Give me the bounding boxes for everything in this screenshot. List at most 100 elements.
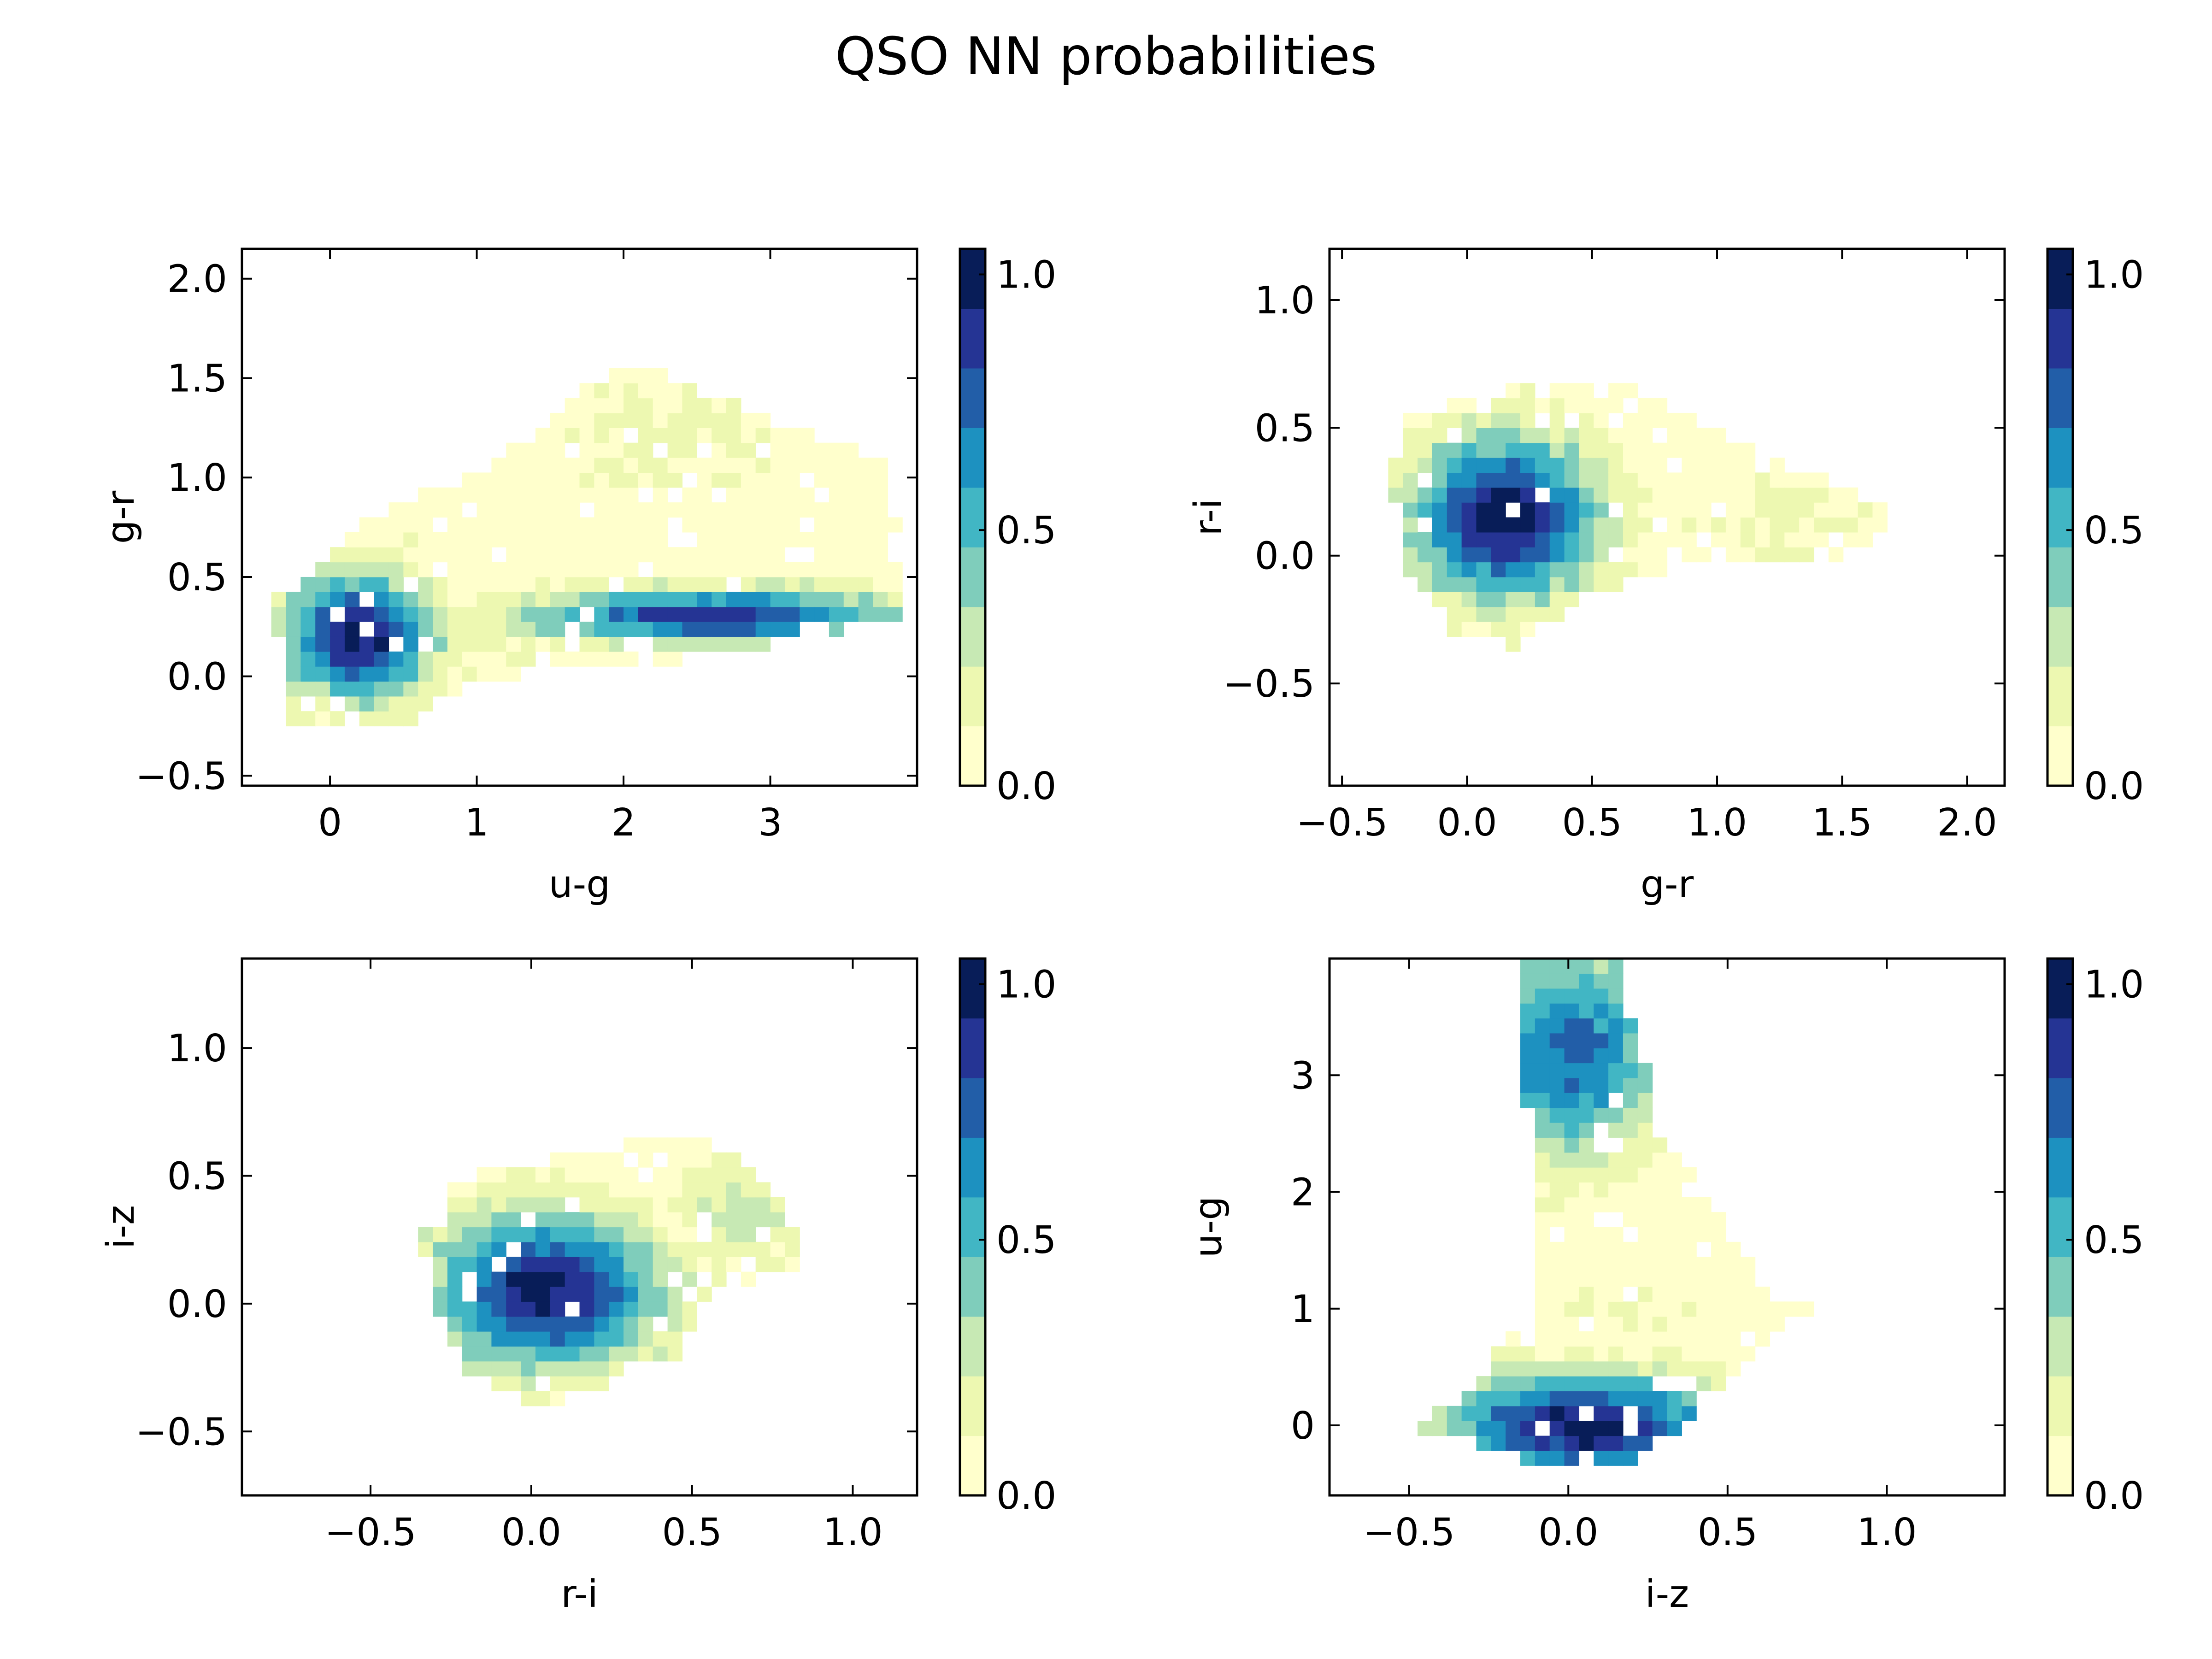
probability-cell (1755, 517, 1771, 533)
probability-cell (1652, 502, 1668, 518)
probability-cell (1579, 1197, 1594, 1212)
probability-cell (1813, 532, 1829, 547)
probability-cell (1564, 592, 1580, 607)
probability-cell (712, 1241, 727, 1257)
probability-cell (374, 622, 389, 637)
probability-cell (770, 577, 785, 592)
probability-cell (755, 517, 771, 533)
probability-cell (653, 562, 668, 577)
probability-cell (1623, 428, 1638, 443)
probability-cell (535, 547, 551, 563)
probability-cell (829, 547, 844, 563)
probability-cell (1594, 398, 1609, 413)
probability-cell (609, 532, 624, 547)
probability-cell (579, 1241, 594, 1257)
probability-cell (330, 592, 345, 607)
probability-cell (594, 562, 609, 577)
probability-cell (594, 592, 609, 607)
probability-cell (418, 681, 433, 697)
probability-cell (697, 1167, 712, 1183)
probability-cell (1594, 1003, 1609, 1019)
y-tick-label: 0.0 (1255, 535, 1315, 578)
probability-cell (609, 606, 624, 622)
probability-cell (1623, 532, 1638, 547)
probability-cell (477, 1361, 492, 1377)
probability-cell (638, 592, 653, 607)
probability-cell (1564, 1107, 1580, 1123)
probability-cell (579, 1286, 594, 1302)
probability-cell (697, 1286, 712, 1302)
probability-cell (1520, 1361, 1535, 1377)
probability-cell (374, 577, 389, 592)
probability-cell (1594, 1331, 1609, 1347)
probability-cell (1535, 1316, 1550, 1332)
probability-cell (638, 1241, 653, 1257)
probability-cell (1549, 1346, 1565, 1362)
probability-cell (843, 577, 859, 592)
probability-cell (1535, 1227, 1550, 1242)
probability-cell (594, 1376, 609, 1392)
probability-cell (594, 1346, 609, 1362)
probability-cell (667, 412, 683, 428)
probability-cell (1476, 606, 1491, 622)
probability-cell (1594, 1271, 1609, 1287)
probability-cell (1594, 1346, 1609, 1362)
probability-cell (1725, 1331, 1741, 1347)
probability-cell (1564, 988, 1580, 1004)
probability-field (1418, 959, 1814, 1466)
probability-cell (1696, 1301, 1712, 1317)
probability-cell (843, 458, 859, 473)
probability-cell (1506, 547, 1521, 563)
probability-cell (829, 577, 844, 592)
probability-cell (697, 577, 712, 592)
probability-cell (579, 622, 594, 637)
probability-cell (1667, 1257, 1682, 1272)
y-tick-label: −0.5 (135, 754, 227, 798)
probability-cell (624, 547, 639, 563)
probability-cell (521, 1197, 536, 1212)
probability-cell (1579, 1018, 1594, 1034)
probability-cell (653, 1137, 668, 1153)
probability-cell (491, 622, 506, 637)
probability-cell (785, 472, 800, 488)
colorbar-tick-label: 0.5 (2084, 509, 2144, 553)
probability-cell (286, 636, 301, 652)
probability-cell (579, 383, 594, 399)
probability-cell (1579, 1257, 1594, 1272)
probability-cell (609, 1227, 624, 1242)
probability-cell (1725, 458, 1741, 473)
colorbar-band (2047, 1435, 2073, 1496)
probability-cell (1711, 1331, 1726, 1347)
probability-cell (785, 606, 800, 622)
probability-cell (521, 472, 536, 488)
probability-cell (1549, 472, 1565, 488)
probability-cell (1637, 562, 1653, 577)
probability-cell (1637, 1182, 1653, 1198)
probability-cell (1432, 502, 1447, 518)
probability-cell (1564, 1003, 1580, 1019)
probability-cell (1564, 428, 1580, 443)
probability-cell (477, 1227, 492, 1242)
probability-cell (1813, 502, 1829, 518)
probability-cell (1506, 577, 1521, 592)
probability-cell (1549, 1197, 1565, 1212)
probability-cell (1564, 1018, 1580, 1034)
probability-cell (1506, 1406, 1521, 1421)
probability-cell (609, 502, 624, 518)
probability-cell (447, 1301, 463, 1317)
probability-cell (1535, 1271, 1550, 1287)
probability-cell (1418, 428, 1433, 443)
probability-cell (697, 517, 712, 533)
probability-cell (1506, 383, 1521, 399)
probability-cell (1652, 532, 1668, 547)
probability-cell (624, 502, 639, 518)
probability-cell (609, 412, 624, 428)
probability-cell (609, 1316, 624, 1332)
probability-cell (785, 1227, 800, 1242)
probability-cell (1594, 458, 1609, 473)
probability-cell (770, 592, 785, 607)
probability-cell (726, 1257, 741, 1272)
probability-cell (462, 592, 477, 607)
probability-cell (1740, 517, 1756, 533)
probability-cell (447, 651, 463, 667)
